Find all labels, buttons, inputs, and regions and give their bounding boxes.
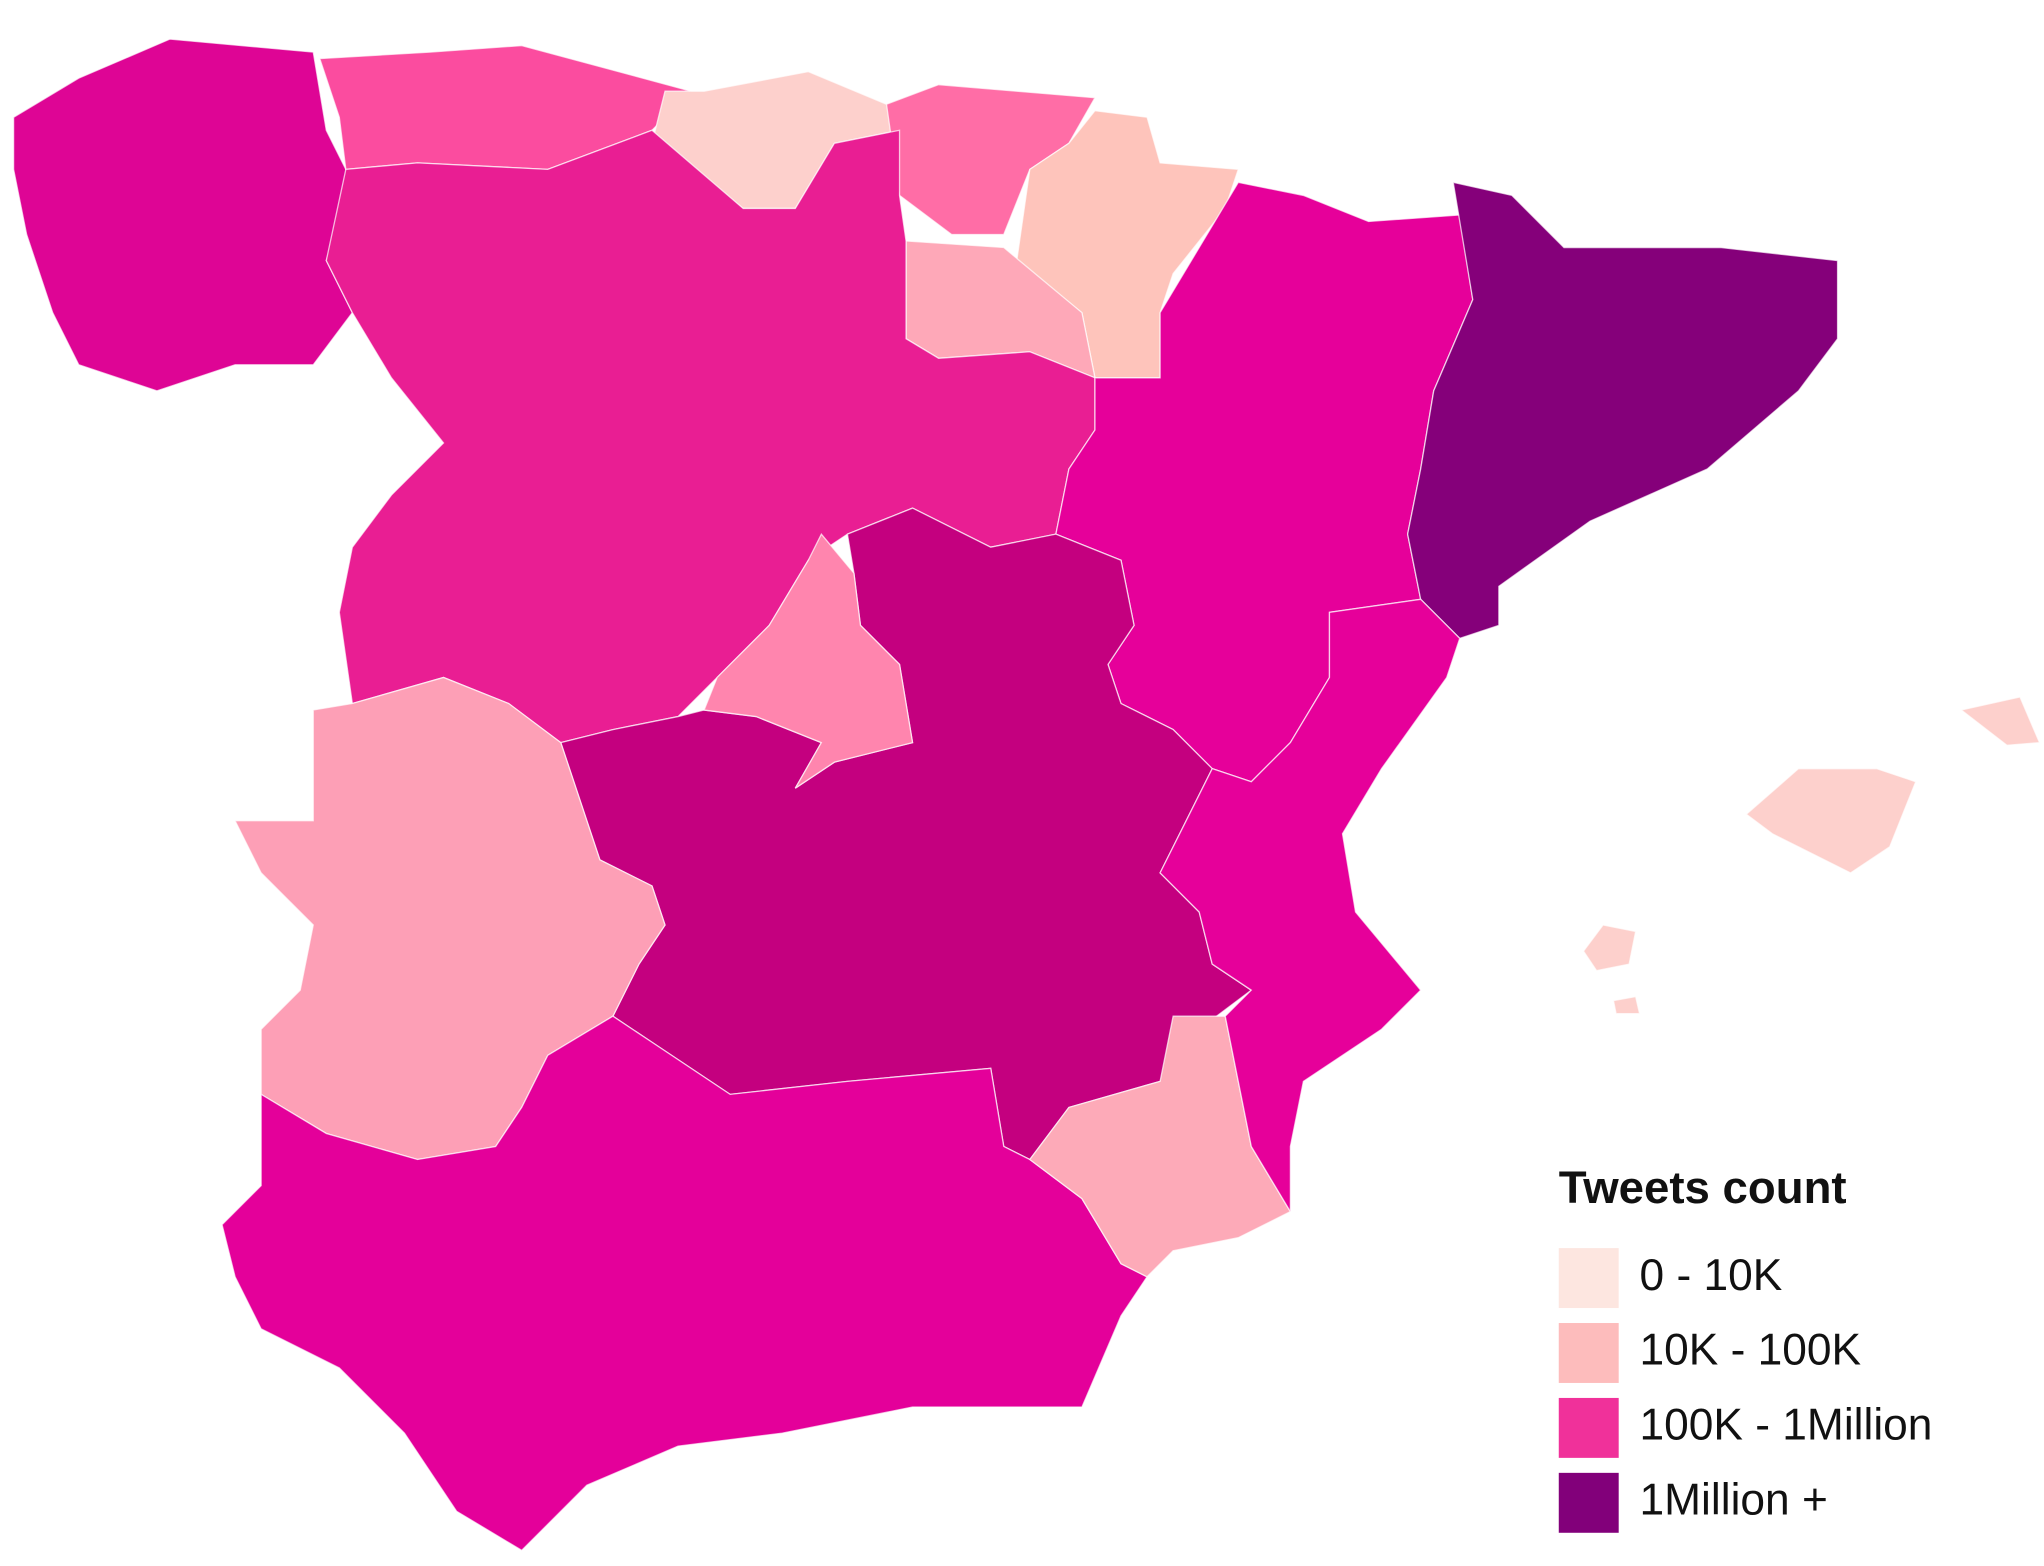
legend-title: Tweets count — [1559, 1162, 1847, 1213]
region-ibiza — [1582, 924, 1637, 972]
legend-swatch — [1558, 1248, 1619, 1309]
region-formentera — [1612, 995, 1641, 1015]
legend-swatch — [1558, 1472, 1619, 1533]
region-galicia — [12, 38, 354, 392]
region-mallorca — [1745, 768, 1917, 874]
legend-swatch — [1558, 1323, 1619, 1383]
region-madrid — [703, 532, 914, 789]
legend: Tweets count 0 - 10K 10K - 100K 100K - 1Mi… — [1558, 1162, 1933, 1533]
region-catalonia — [1406, 181, 1839, 640]
region-menorca — [1959, 696, 2041, 746]
regions — [12, 38, 2041, 1552]
legend-label: 0 - 10K — [1640, 1251, 1783, 1300]
legend-label: 100K - 1Million — [1640, 1401, 1933, 1450]
region-valencia — [1159, 598, 1461, 1214]
legend-label: 1Million + — [1640, 1476, 1828, 1525]
legend-label: 10K - 100K — [1640, 1326, 1862, 1375]
legend-swatch — [1558, 1397, 1619, 1458]
